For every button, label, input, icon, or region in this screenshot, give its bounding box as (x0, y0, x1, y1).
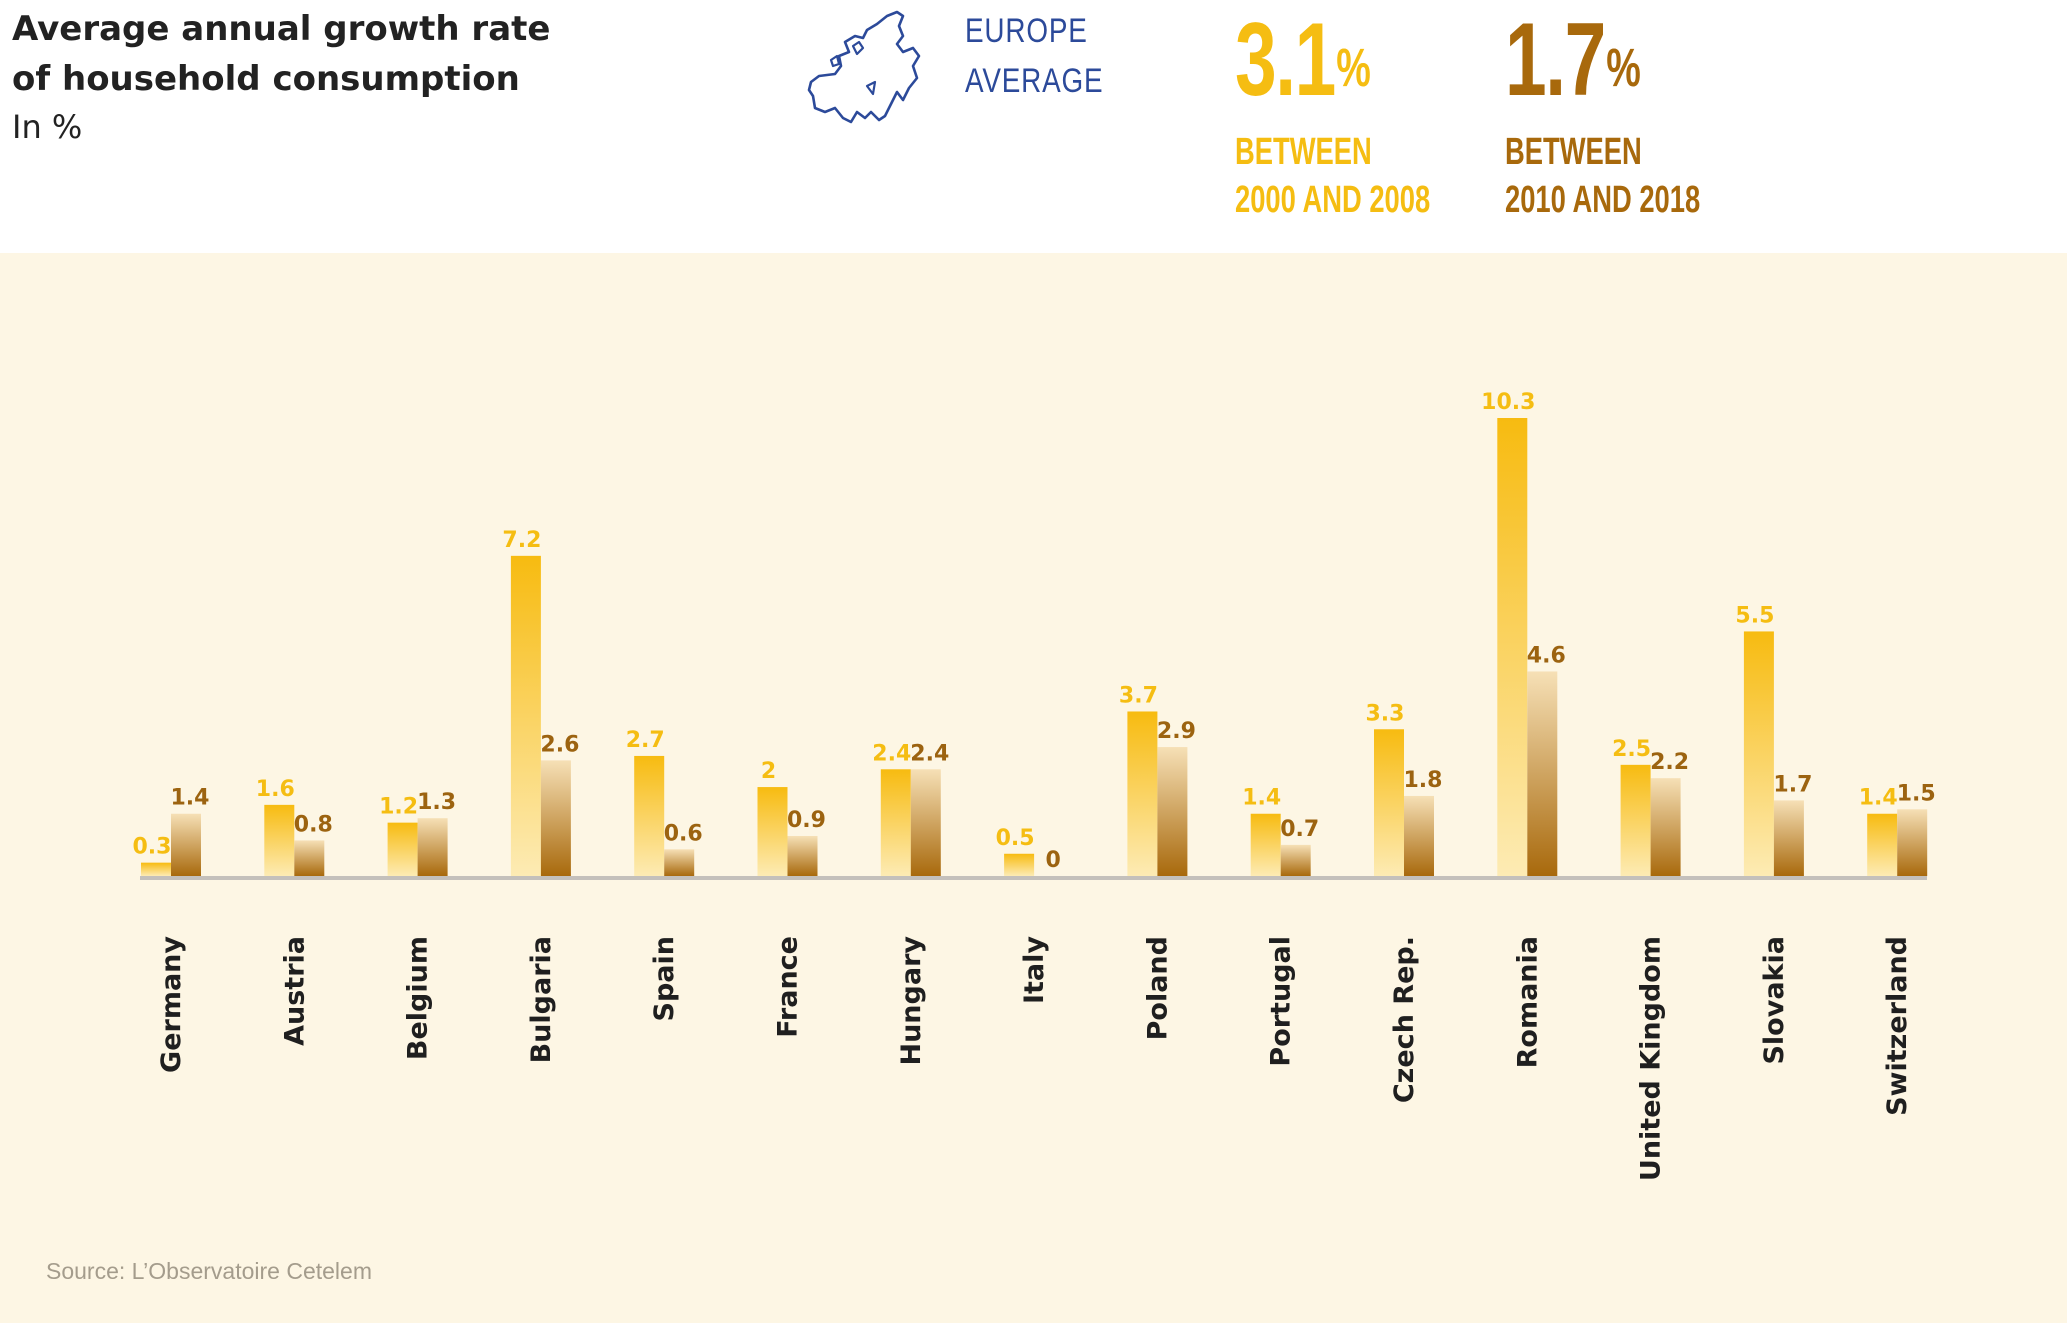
bar-2010-2018-hungary (910, 769, 941, 876)
data-label: 5.5 (1735, 603, 1774, 628)
category-label: Germany (156, 936, 187, 1073)
bar-2010-2018-romania (1527, 671, 1558, 876)
bar-2000-2008-france (757, 787, 788, 876)
average-2000-2008: 3.1% BETWEEN 2000 AND 2008 (1235, 0, 1430, 221)
data-label: 0.8 (294, 812, 333, 837)
category-label: Poland (1142, 936, 1173, 1040)
bar-2000-2008-spain (634, 755, 665, 876)
data-label: 1.5 (1897, 781, 1936, 806)
category-label: Switzerland (1882, 936, 1913, 1116)
bars-layer (141, 418, 1928, 876)
average-caption: BETWEEN 2010 AND 2018 (1505, 131, 1701, 221)
data-label: 1.3 (417, 790, 456, 815)
bar-2000-2008-czech-rep- (1374, 729, 1404, 876)
data-label: 2.4 (872, 741, 911, 766)
bar-2000-2008-slovakia (1743, 631, 1774, 876)
category-label: France (773, 936, 804, 1038)
bar-2010-2018-belgium (417, 818, 448, 876)
bar-2010-2018-bulgaria (540, 760, 571, 876)
data-label: 2.4 (910, 741, 949, 766)
average-value: 1.7% (1505, 2, 1641, 118)
europe-label-line-1: EUROPE (965, 12, 1088, 50)
category-label: Portugal (1266, 936, 1297, 1067)
average-value: 3.1% (1235, 2, 1371, 118)
data-label: 0.3 (133, 835, 172, 860)
bar-2010-2018-poland (1157, 747, 1188, 876)
category-label: Romania (1512, 936, 1543, 1068)
data-label: 0.9 (787, 808, 826, 833)
data-label: 1.7 (1773, 772, 1812, 797)
data-label: 1.2 (379, 795, 418, 820)
bar-chart: 0.3 1.4 Germany 1.6 0.8 Austria 1.2 1.3 Belgium 7… (133, 390, 1936, 1181)
bar-2000-2008-bulgaria (510, 555, 541, 876)
europe-map-icon (807, 10, 921, 124)
average-caption: BETWEEN 2000 AND 2008 (1235, 131, 1431, 221)
data-label: 0.6 (664, 821, 703, 846)
category-label: Hungary (896, 936, 927, 1066)
chart-subtitle: In % (12, 108, 83, 146)
category-label: Slovakia (1759, 936, 1790, 1065)
category-label: United Kingdom (1636, 936, 1667, 1181)
bar-2000-2008-hungary (880, 769, 911, 876)
header: Average annual growth rate of household … (0, 0, 2067, 253)
data-label: 3.7 (1119, 683, 1158, 708)
title-line-2: of household consumption (12, 59, 520, 99)
category-label: Czech Rep. (1389, 936, 1420, 1103)
category-label: Bulgaria (526, 936, 557, 1063)
chart-panel: 0.3 1.4 Germany 1.6 0.8 Austria 1.2 1.3 Belgium 7… (0, 253, 2067, 1323)
data-label: 2.2 (1650, 750, 1689, 775)
bar-2000-2008-united-kingdom (1620, 764, 1651, 876)
bar-2010-2018-germany (171, 813, 201, 876)
bar-2000-2008-germany (141, 862, 171, 876)
title-line-1: Average annual growth rate (12, 9, 551, 49)
data-label: 3.3 (1366, 701, 1405, 726)
category-label: Belgium (403, 936, 434, 1060)
bar-2000-2008-italy (1004, 853, 1035, 876)
data-label: 0.7 (1280, 817, 1319, 842)
bar-2010-2018-united-kingdom (1650, 778, 1681, 876)
data-label: 2.6 (540, 732, 579, 757)
average-2010-2018: 1.7% BETWEEN 2010 AND 2018 (1505, 0, 1700, 221)
europe-average-label: EUROPE AVERAGE (965, 6, 1103, 106)
data-label: 2.5 (1612, 737, 1651, 762)
data-label: 0.5 (996, 826, 1035, 851)
bar-2010-2018-france (787, 835, 818, 876)
data-label: 1.6 (256, 777, 295, 802)
labels-layer: 0.3 1.4 Germany 1.6 0.8 Austria 1.2 1.3 Belgium 7… (133, 390, 1936, 1181)
bar-2010-2018-spain (664, 849, 695, 876)
bar-2000-2008-belgium (387, 822, 418, 876)
bar-2000-2008-switzerland (1867, 813, 1898, 876)
data-label: 2 (761, 759, 776, 784)
bar-2010-2018-portugal (1280, 844, 1311, 876)
data-label: 4.6 (1527, 643, 1566, 668)
bar-2010-2018-austria (294, 840, 325, 876)
bar-2000-2008-poland (1127, 711, 1158, 876)
bar-2010-2018-czech-rep- (1404, 795, 1434, 876)
bar-2010-2018-switzerland (1897, 809, 1928, 876)
category-label: Italy (1019, 936, 1050, 1004)
data-label: 1.8 (1404, 768, 1443, 793)
source-note: Source: L’Observatoire Cetelem (46, 1258, 372, 1284)
bar-2000-2008-portugal (1250, 813, 1281, 876)
data-label: 1.4 (1859, 786, 1898, 811)
data-label: 0 (1045, 848, 1060, 873)
chart-title: Average annual growth rate of household … (12, 4, 572, 104)
data-label: 2.9 (1157, 719, 1196, 744)
bar-2000-2008-romania (1497, 418, 1528, 876)
data-label: 1.4 (1242, 786, 1281, 811)
europe-label-line-2: AVERAGE (965, 62, 1104, 100)
data-label: 1.4 (171, 786, 210, 811)
category-label: Austria (279, 936, 310, 1046)
data-label: 10.3 (1481, 390, 1535, 415)
category-label: Spain (649, 936, 680, 1021)
bar-2010-2018-slovakia (1773, 800, 1804, 876)
data-label: 2.7 (626, 728, 665, 753)
data-label: 7.2 (502, 528, 541, 553)
bar-2000-2008-austria (264, 804, 295, 876)
